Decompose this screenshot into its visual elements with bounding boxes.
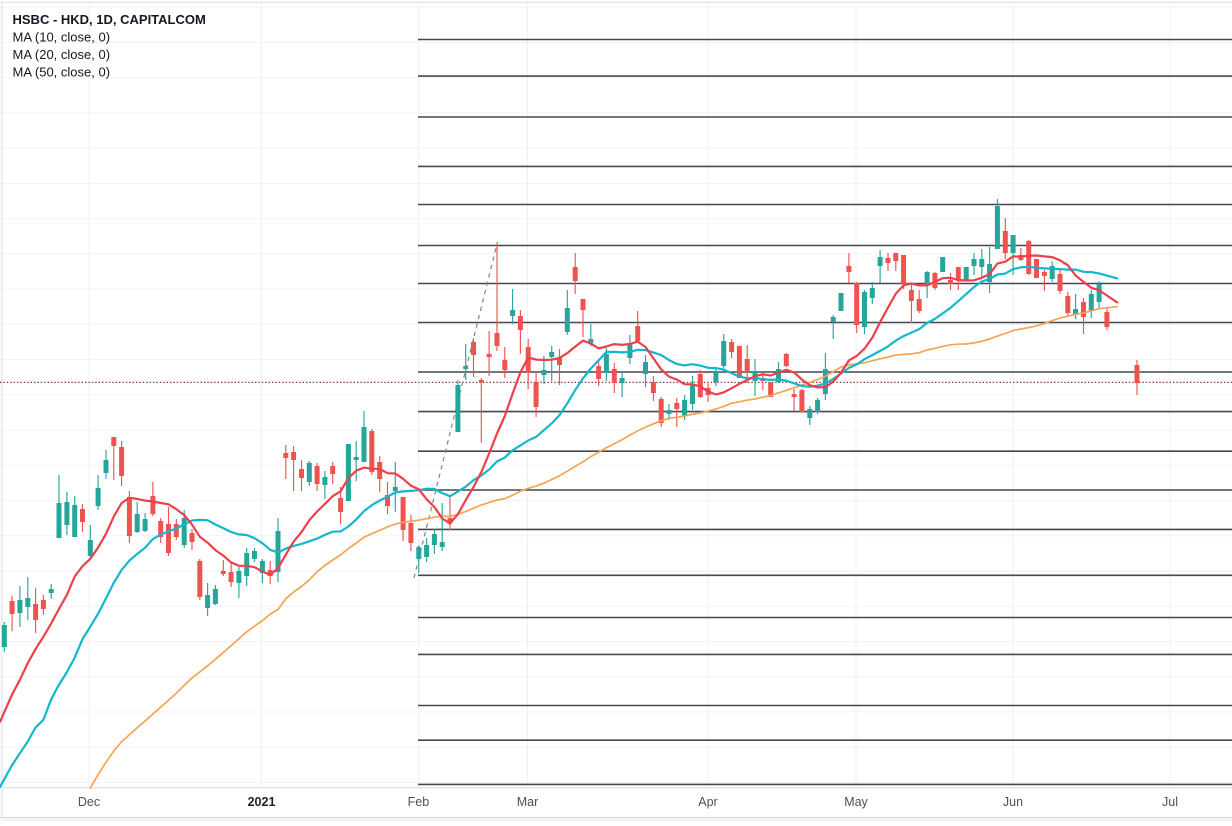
svg-text:MA (10, close, 0): MA (10, close, 0) xyxy=(13,30,111,45)
svg-text:Mar: Mar xyxy=(517,795,539,809)
svg-text:Dec: Dec xyxy=(78,795,100,809)
svg-text:Feb: Feb xyxy=(408,795,430,809)
svg-text:Apr: Apr xyxy=(698,795,717,809)
svg-text:Jun: Jun xyxy=(1003,795,1023,809)
svg-text:May: May xyxy=(844,795,868,809)
svg-text:HSBC - HKD, 1D, CAPITALCOM: HSBC - HKD, 1D, CAPITALCOM xyxy=(13,12,206,27)
svg-text:MA (50, close, 0): MA (50, close, 0) xyxy=(13,65,111,80)
svg-text:2021: 2021 xyxy=(248,795,276,809)
svg-text:Jul: Jul xyxy=(1162,795,1178,809)
svg-text:MA (20, close, 0): MA (20, close, 0) xyxy=(13,47,111,62)
